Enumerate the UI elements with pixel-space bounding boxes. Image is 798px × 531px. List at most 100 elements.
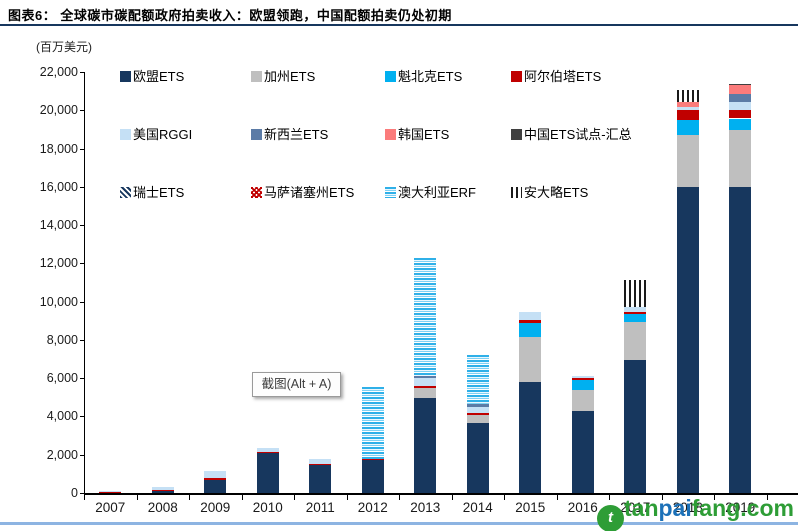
y-axis-tick-label: 12,000 bbox=[39, 256, 78, 271]
bar-segment-2013-欧盟ETS bbox=[414, 398, 437, 493]
bar-segment-2013-加州ETS bbox=[414, 388, 437, 399]
y-axis-tick bbox=[80, 225, 84, 227]
bar-segment-2007-美国RGGI bbox=[99, 491, 122, 493]
bar-segment-2019-中国ETS试点-汇总 bbox=[729, 84, 752, 86]
legend-marker-icon bbox=[511, 187, 522, 198]
legend-marker-icon bbox=[385, 71, 396, 82]
legend-marker-icon bbox=[251, 187, 262, 198]
legend-label: 美国RGGI bbox=[133, 127, 193, 142]
bar-segment-2016-欧盟ETS bbox=[571, 410, 594, 493]
bar-segment-2013-新西兰ETS bbox=[414, 376, 437, 379]
bar-segment-2010-美国RGGI bbox=[256, 448, 279, 452]
bar-segment-2008-美国RGGI bbox=[151, 486, 174, 490]
x-axis-year-label: 2008 bbox=[147, 500, 178, 515]
bar-segment-2018-加州ETS bbox=[676, 135, 699, 187]
bar-segment-2019-阿尔伯塔ETS bbox=[729, 110, 752, 119]
legend-label: 安大略ETS bbox=[524, 185, 589, 200]
title-underline bbox=[0, 24, 798, 26]
y-axis-tick-label: 0 bbox=[71, 486, 78, 500]
y-axis-tick-label: 10,000 bbox=[39, 294, 78, 309]
bar-segment-2007-阿尔伯塔ETS bbox=[99, 491, 122, 493]
tanpaifang-watermark: t tanpaifang.com bbox=[597, 495, 794, 531]
bar-segment-2019-韩国ETS bbox=[729, 85, 752, 94]
bar-segment-2009-美国RGGI bbox=[204, 470, 227, 478]
y-axis-tick-label: 14,000 bbox=[39, 218, 78, 233]
y-axis-tick-label: 22,000 bbox=[39, 65, 78, 79]
bar-segment-2008-阿尔伯塔ETS bbox=[151, 489, 174, 491]
legend-marker-icon bbox=[385, 187, 396, 198]
bar-segment-2018-魁北克ETS bbox=[676, 120, 699, 136]
bar-segment-2015-欧盟ETS bbox=[519, 382, 542, 493]
x-axis-year-label: 2019 bbox=[725, 500, 756, 515]
legend-label: 韩国ETS bbox=[398, 127, 450, 142]
legend-label: 加州ETS bbox=[264, 69, 316, 84]
bar-segment-2018-欧盟ETS bbox=[676, 186, 699, 493]
legend-label: 欧盟ETS bbox=[133, 69, 185, 84]
bar-segment-2012-澳大利亚ERF bbox=[361, 386, 384, 459]
x-axis-line bbox=[84, 493, 798, 495]
bar-segment-2016-魁北克ETS bbox=[571, 380, 594, 391]
x-axis-tick bbox=[714, 495, 715, 500]
bar-segment-2008-欧盟ETS bbox=[151, 490, 174, 493]
legend-item-欧盟ETS: 欧盟ETS bbox=[120, 66, 184, 85]
y-axis-tick bbox=[80, 186, 84, 188]
bar-segment-2013-美国RGGI bbox=[414, 378, 437, 386]
bar-segment-2011-欧盟ETS bbox=[309, 465, 332, 493]
bar-segment-2017-加州ETS bbox=[624, 322, 647, 360]
bar-segment-2013-阿尔伯塔ETS bbox=[414, 386, 437, 389]
x-axis-tick bbox=[451, 495, 453, 500]
legend-marker-icon bbox=[120, 71, 131, 82]
legend-marker-icon bbox=[120, 187, 131, 198]
tanpaifang-logo-icon: t bbox=[597, 505, 624, 531]
watermark-text: pai bbox=[658, 495, 692, 521]
x-axis-tick bbox=[661, 495, 663, 500]
y-axis-tick bbox=[80, 378, 84, 380]
bar-segment-2017-美国RGGI bbox=[624, 306, 647, 312]
bar-segment-2012-欧盟ETS bbox=[361, 459, 384, 493]
y-axis-tick-label: 4,000 bbox=[46, 409, 78, 424]
legend-marker-icon bbox=[251, 129, 262, 140]
legend-marker-icon bbox=[511, 71, 522, 82]
x-axis-year-label: 2007 bbox=[95, 500, 126, 515]
bar-segment-2010-欧盟ETS bbox=[256, 453, 279, 493]
y-axis-tick-label: 2,000 bbox=[46, 447, 78, 462]
legend-item-安大略ETS: 安大略ETS bbox=[511, 182, 588, 201]
legend-label: 瑞士ETS bbox=[133, 185, 185, 200]
legend-item-瑞士ETS: 瑞士ETS bbox=[120, 182, 184, 201]
bar-segment-2012-阿尔伯塔ETS bbox=[361, 458, 384, 460]
watermark-text: .com bbox=[740, 495, 794, 521]
x-axis-year-label: 2016 bbox=[567, 500, 598, 515]
x-axis-year-label: 2018 bbox=[672, 500, 703, 515]
x-axis-tick bbox=[241, 495, 243, 500]
x-axis-tick bbox=[189, 495, 190, 500]
y-axis-tick-label: 8,000 bbox=[46, 332, 78, 347]
bar-segment-2010-阿尔伯塔ETS bbox=[256, 451, 279, 454]
bar-segment-2016-美国RGGI bbox=[571, 375, 594, 378]
legend-item-中国ETS试点-汇总: 中国ETS试点-汇总 bbox=[511, 124, 632, 143]
x-axis-year-label: 2015 bbox=[515, 500, 546, 515]
bottom-divider bbox=[0, 522, 798, 525]
bar-segment-2019-加州ETS bbox=[729, 130, 752, 187]
y-axis-tick-label: 16,000 bbox=[39, 179, 78, 194]
legend-item-新西兰ETS: 新西兰ETS bbox=[251, 124, 328, 143]
bar-segment-2017-安大略ETS bbox=[624, 279, 647, 307]
x-axis-tick bbox=[346, 495, 348, 500]
bar-segment-2015-加州ETS bbox=[519, 337, 542, 382]
bar-segment-2014-新西兰ETS bbox=[466, 403, 489, 407]
legend-label: 魁北克ETS bbox=[398, 69, 463, 84]
legend-label: 中国ETS试点-汇总 bbox=[524, 127, 632, 142]
x-axis-tick bbox=[504, 495, 505, 500]
legend-item-魁北克ETS: 魁北克ETS bbox=[385, 66, 462, 85]
y-axis-tick-label: 18,000 bbox=[39, 141, 78, 156]
bar-segment-2016-阿尔伯塔ETS bbox=[571, 377, 594, 381]
bar-segment-2015-美国RGGI bbox=[519, 311, 542, 321]
legend-label: 新西兰ETS bbox=[264, 127, 329, 142]
bar-segment-2014-阿尔伯塔ETS bbox=[466, 412, 489, 415]
x-axis-tick bbox=[136, 495, 138, 500]
y-axis-tick bbox=[80, 148, 84, 150]
bar-segment-2013-澳大利亚ERF bbox=[414, 258, 437, 377]
bar-segment-2017-欧盟ETS bbox=[624, 360, 647, 493]
legend-item-马萨诸塞州ETS: 马萨诸塞州ETS bbox=[251, 182, 354, 201]
x-axis-year-label: 2012 bbox=[357, 500, 388, 515]
bar-segment-2011-美国RGGI bbox=[309, 459, 332, 464]
